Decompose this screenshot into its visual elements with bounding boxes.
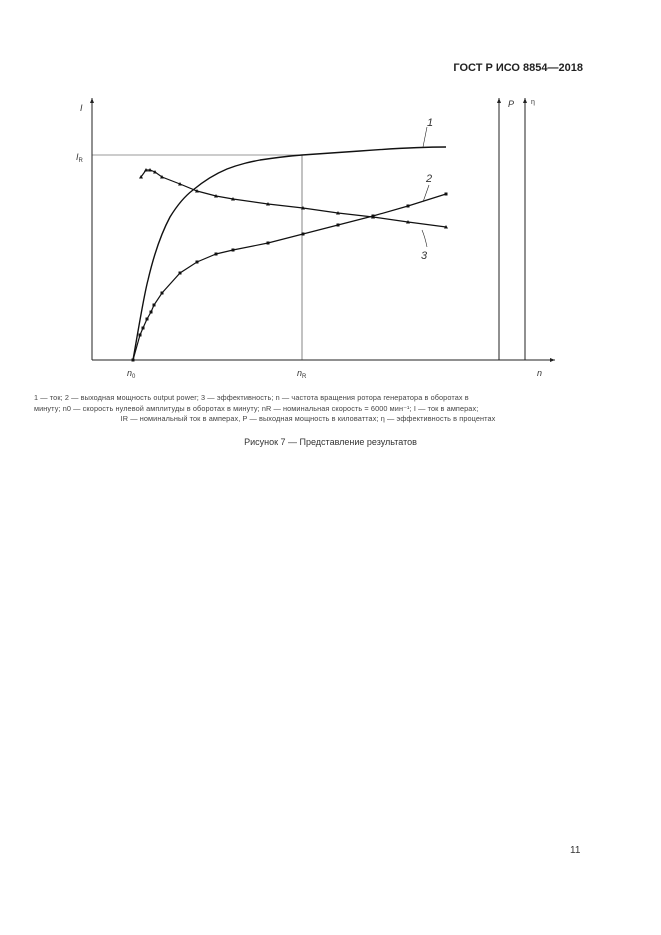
curve-3-point	[406, 220, 410, 224]
curve-2-power	[132, 193, 447, 361]
curve-3-point	[266, 202, 270, 206]
curve-2-point	[152, 303, 156, 307]
x-axis-label-speed: n	[537, 368, 542, 378]
legend-line-3: IR — номинальный ток в амперах, P — выхо…	[120, 414, 496, 423]
curve-2-point	[149, 310, 153, 314]
curve-3-efficiency	[140, 169, 447, 228]
curve-3-point	[148, 168, 152, 172]
curve-1-current	[132, 146, 447, 361]
curve-2-point	[131, 358, 135, 362]
curve-3-point	[231, 197, 235, 201]
curve-3-point	[214, 194, 218, 198]
curve-3-point	[153, 170, 157, 174]
curve-2-point	[145, 317, 149, 321]
figure-legend: 1 — ток; 2 — выходная мощность output po…	[34, 393, 582, 425]
curve-2-point	[214, 252, 218, 256]
leader-2	[422, 184, 430, 203]
curve-2-point	[444, 192, 448, 196]
curve-2-point	[301, 232, 305, 236]
curve-3-point	[160, 175, 164, 179]
tick-label-nR: nR	[297, 368, 307, 380]
curve-label-2: 2	[425, 173, 432, 185]
curve-2-point	[266, 241, 270, 245]
curve-2-point	[141, 326, 145, 330]
curve-3-point	[144, 168, 148, 172]
legend-line-1: 1 — ток; 2 — выходная мощность output po…	[34, 393, 469, 402]
curve-2-point	[138, 333, 142, 337]
curve-2-point	[231, 248, 235, 252]
curve-2-point	[160, 291, 164, 295]
curve-3-point	[371, 215, 375, 219]
document-header: ГОСТ Р ИСО 8854—2018	[453, 62, 583, 74]
tick-label-IR: IR	[76, 152, 84, 164]
curve-3-point	[178, 182, 182, 186]
curve-2-point	[178, 271, 182, 275]
curve-2-point	[406, 204, 410, 208]
y-axis-label-current: I	[80, 103, 83, 113]
curve-2-point	[195, 260, 199, 264]
leader-3	[421, 229, 428, 248]
curve-label-1: 1	[427, 117, 433, 129]
curve-label-3: 3	[421, 250, 428, 262]
curve-3-point	[444, 225, 448, 229]
curve-3-point	[336, 211, 340, 215]
legend-line-2: минуту; n0 — скорость нулевой амплитуды …	[34, 403, 479, 413]
curve-2-point	[336, 223, 340, 227]
curve-3-point	[139, 175, 143, 179]
tick-label-n0: n0	[127, 368, 136, 380]
page-number: 11	[570, 845, 581, 856]
curve-3-point	[301, 206, 305, 210]
figure-caption: Рисунок 7 — Представление результатов	[244, 437, 417, 447]
leader-1	[422, 126, 428, 148]
curve-3-point	[195, 189, 199, 193]
y-axis-label-efficiency: η	[531, 99, 535, 106]
y-axis-label-power: P	[508, 99, 514, 109]
